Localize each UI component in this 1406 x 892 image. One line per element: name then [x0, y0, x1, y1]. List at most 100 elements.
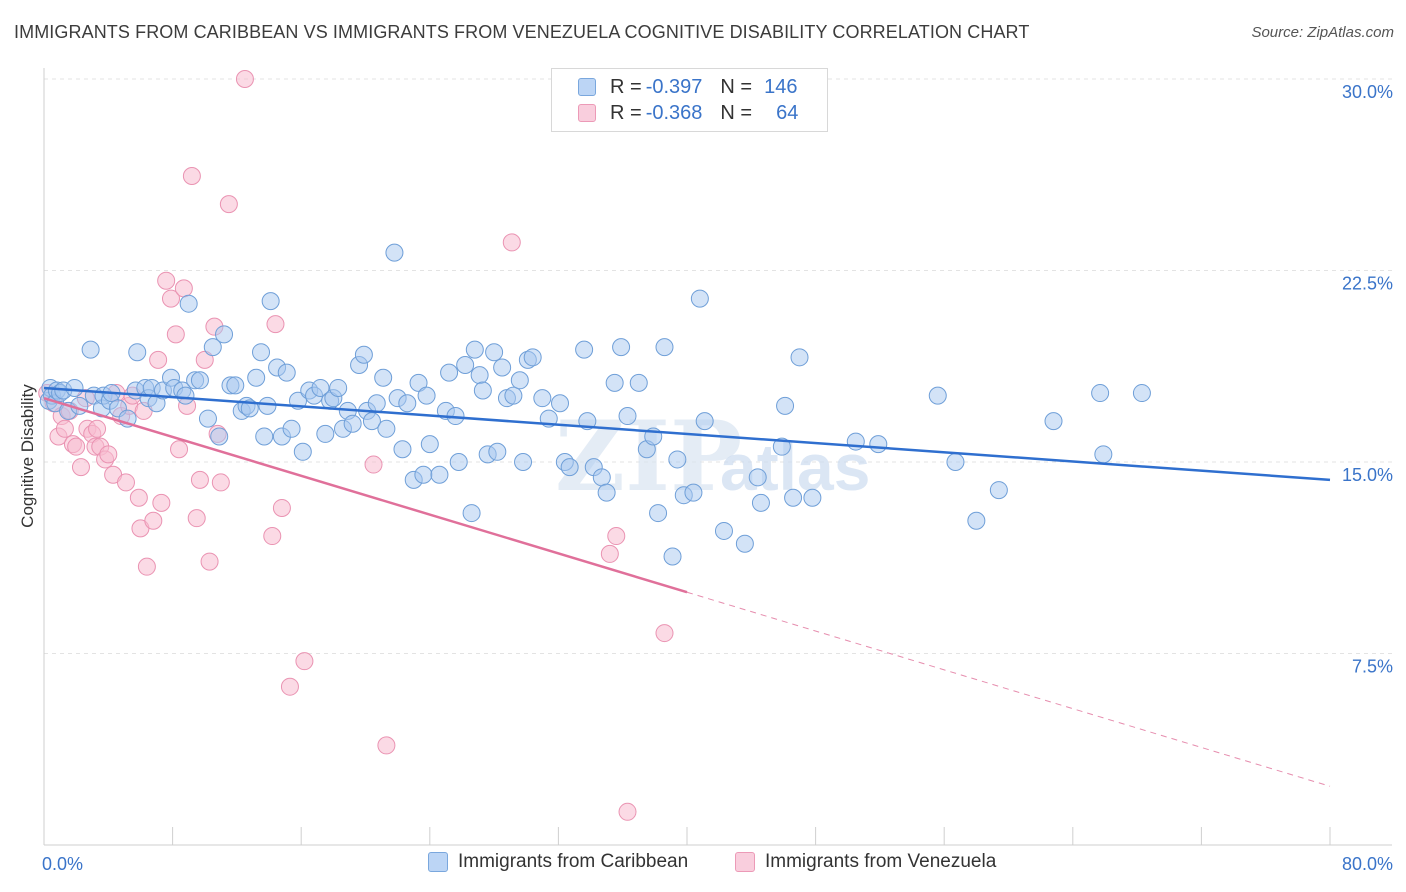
caribbean-point	[663, 547, 682, 566]
caribbean-point	[430, 465, 449, 484]
caribbean-point	[1094, 445, 1113, 464]
trend-lines	[43, 386, 1331, 787]
caribbean-point	[329, 378, 348, 397]
caribbean-point	[575, 340, 594, 359]
caribbean-point	[414, 465, 433, 484]
caribbean-point	[456, 355, 475, 374]
caribbean-point	[668, 450, 687, 469]
caribbean-point	[176, 386, 195, 405]
source-credit: Source: ZipAtlas.com	[1251, 24, 1394, 41]
caribbean-point	[470, 366, 489, 385]
caribbean-point	[377, 419, 396, 438]
venezuela-point	[235, 70, 254, 88]
caribbean-point	[393, 440, 412, 459]
n-label: N =	[720, 101, 753, 124]
caribbean-point	[374, 368, 393, 387]
x-tick-label: 0.0%	[42, 854, 83, 874]
venezuela-point	[67, 437, 86, 456]
legend-item-venezuela[interactable]: Immigrants from Venezuela	[735, 851, 996, 873]
caribbean-point	[533, 389, 552, 408]
venezuela-point	[166, 325, 185, 344]
r-label: R =	[610, 75, 642, 98]
caribbean-point	[1044, 412, 1063, 431]
caribbean-point	[252, 343, 271, 362]
y-tick-label: 7.5%	[1352, 657, 1393, 677]
caribbean-point	[473, 381, 492, 400]
caribbean-point	[215, 325, 234, 344]
venezuela-point	[170, 440, 189, 459]
legend-row-caribbean: R = -0.397 N = 146	[578, 74, 797, 100]
caribbean-point	[81, 340, 100, 359]
caribbean-point	[385, 243, 404, 262]
venezuela-point	[157, 271, 176, 290]
caribbean-point	[462, 504, 481, 523]
caribbean-point	[226, 376, 245, 395]
x-tick-label: 80.0%	[1342, 854, 1393, 874]
caribbean-point	[869, 435, 888, 454]
caribbean-point	[293, 442, 312, 461]
caribbean-point	[247, 368, 266, 387]
caribbean-point	[128, 343, 147, 362]
caribbean-point	[488, 442, 507, 461]
venezuela-points	[38, 70, 674, 821]
caribbean-point	[210, 427, 229, 446]
venezuela-point	[618, 802, 637, 821]
y-tick-label: 22.5%	[1342, 274, 1393, 294]
venezuela-point	[190, 470, 209, 489]
caribbean-point	[776, 396, 795, 415]
venezuela-swatch	[578, 104, 596, 122]
venezuela-point	[55, 419, 74, 438]
n-label: N =	[720, 75, 753, 98]
caribbean-point	[398, 394, 417, 413]
r-value: -0.368	[645, 101, 703, 124]
legend-label-caribbean: Immigrants from Caribbean	[458, 851, 689, 872]
venezuela-point	[144, 511, 163, 530]
caribbean-point	[612, 338, 631, 357]
stats-legend: R = -0.397 N = 146 R = -0.368 N = 64	[551, 68, 828, 132]
caribbean-point	[735, 534, 754, 553]
caribbean-point	[449, 453, 468, 471]
venezuela-point	[377, 736, 396, 755]
venezuela-point	[99, 445, 118, 464]
caribbean-point	[649, 504, 668, 523]
caribbean-point	[261, 292, 280, 311]
caribbean-point	[803, 488, 822, 507]
caribbean-point	[514, 453, 533, 471]
caribbean-point	[597, 483, 616, 502]
caribbean-point	[485, 343, 504, 362]
venezuela-point	[152, 493, 171, 512]
venezuela-point	[266, 315, 285, 334]
legend-item-caribbean[interactable]: Immigrants from Caribbean	[428, 851, 688, 873]
venezuela-point	[502, 233, 521, 252]
venezuela-point	[149, 350, 168, 369]
caribbean-point	[784, 488, 803, 507]
caribbean-point	[967, 511, 986, 530]
venezuela-swatch	[735, 852, 755, 872]
caribbean-point	[343, 414, 362, 433]
caribbean-point	[440, 363, 459, 382]
venezuela-point	[607, 527, 626, 546]
venezuela-point	[364, 455, 383, 474]
series-legend: Immigrants from Caribbean Immigrants fro…	[0, 851, 1406, 879]
venezuela-point	[88, 419, 107, 438]
caribbean-point	[695, 412, 714, 431]
caribbean-point	[203, 338, 222, 357]
n-value: 146	[764, 75, 798, 98]
caribbean-point	[989, 481, 1008, 500]
caribbean-point	[592, 468, 611, 487]
caribbean-point	[367, 394, 386, 413]
caribbean-point	[655, 338, 674, 357]
r-label: R =	[610, 101, 642, 124]
caribbean-point	[277, 363, 296, 382]
venezuela-point	[655, 624, 674, 643]
axes	[43, 68, 1392, 846]
venezuela-point	[187, 509, 206, 528]
caribbean-point	[714, 521, 733, 540]
caribbean-point	[354, 345, 373, 364]
caribbean-point	[523, 348, 542, 367]
legend-label-venezuela: Immigrants from Venezuela	[765, 851, 997, 872]
caribbean-point	[493, 358, 512, 377]
caribbean-point	[282, 419, 301, 438]
caribbean-point	[618, 407, 637, 426]
